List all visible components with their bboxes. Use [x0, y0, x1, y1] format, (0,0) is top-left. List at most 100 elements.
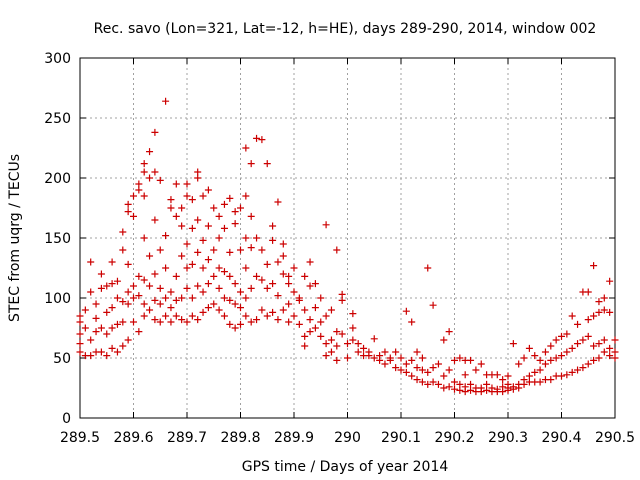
data-point	[183, 264, 191, 272]
data-point	[301, 332, 309, 340]
data-point	[97, 324, 105, 332]
data-point	[140, 234, 148, 242]
data-point	[204, 304, 212, 312]
data-point	[386, 354, 394, 362]
data-point	[424, 264, 432, 272]
data-point	[81, 324, 89, 332]
y-tick-label: 150	[44, 231, 71, 247]
data-point	[97, 284, 105, 292]
x-axis-label: GPS time / Days of year 2014	[242, 459, 449, 475]
data-point	[108, 304, 116, 312]
data-point	[253, 234, 261, 242]
data-point	[392, 364, 400, 372]
data-point	[568, 368, 576, 376]
data-point	[413, 364, 421, 372]
data-point	[156, 300, 164, 308]
data-point	[253, 316, 261, 324]
data-point	[317, 294, 325, 302]
data-point	[258, 306, 266, 314]
data-point	[595, 354, 603, 362]
data-point	[611, 354, 619, 362]
data-point	[167, 318, 175, 326]
data-point	[140, 160, 148, 168]
data-point	[595, 340, 603, 348]
data-point	[456, 380, 464, 388]
data-point	[461, 371, 469, 379]
data-point	[204, 256, 212, 264]
data-point	[226, 194, 234, 202]
data-point	[509, 340, 517, 348]
data-point	[306, 258, 314, 266]
data-point	[162, 294, 170, 302]
data-point	[242, 294, 250, 302]
data-point	[130, 318, 137, 326]
data-point	[568, 344, 576, 352]
data-point	[178, 252, 186, 260]
data-point	[210, 300, 218, 308]
data-point	[183, 180, 191, 188]
data-point	[210, 246, 218, 254]
data-point	[563, 371, 571, 379]
data-point	[253, 134, 261, 142]
data-point	[499, 383, 507, 391]
data-point	[258, 246, 266, 254]
data-point	[493, 385, 501, 393]
data-point	[327, 348, 335, 356]
data-point	[237, 288, 244, 296]
data-point	[349, 310, 357, 318]
data-point	[210, 272, 218, 280]
data-point	[156, 318, 164, 326]
data-point	[301, 342, 309, 350]
data-point	[247, 212, 255, 220]
data-point	[215, 234, 223, 242]
data-point	[103, 330, 111, 338]
data-point	[183, 318, 191, 326]
data-point	[322, 340, 330, 348]
data-point	[183, 240, 191, 248]
data-point	[595, 298, 603, 306]
data-point	[215, 306, 223, 314]
data-point	[606, 308, 614, 316]
y-tick-label: 0	[62, 411, 71, 427]
data-point	[178, 204, 186, 212]
data-point	[258, 276, 266, 284]
data-point	[445, 328, 453, 336]
data-point	[130, 294, 137, 302]
data-point	[558, 352, 565, 360]
data-point	[231, 324, 239, 332]
data-point	[220, 200, 228, 208]
data-point	[541, 348, 549, 356]
data-point	[231, 220, 239, 228]
data-point	[130, 212, 137, 220]
data-point	[231, 280, 239, 288]
data-point	[151, 270, 159, 278]
data-point	[584, 332, 592, 340]
data-point	[461, 383, 469, 391]
data-point	[445, 383, 453, 391]
data-point	[113, 320, 121, 328]
data-point	[220, 312, 228, 320]
data-point	[370, 335, 378, 343]
data-point	[456, 354, 464, 362]
x-tick-label: 290.5	[595, 430, 635, 446]
data-point	[451, 356, 458, 364]
data-point	[103, 352, 111, 360]
data-point	[354, 348, 362, 356]
data-point	[108, 324, 116, 332]
data-point	[242, 192, 250, 200]
data-point	[322, 312, 330, 320]
data-point	[226, 248, 234, 256]
data-point	[434, 360, 442, 368]
data-point	[306, 328, 314, 336]
data-point	[220, 294, 228, 302]
data-point	[172, 180, 180, 188]
data-point	[135, 180, 143, 188]
data-point	[579, 364, 587, 372]
data-points	[76, 97, 619, 396]
data-point	[172, 272, 180, 280]
data-point	[263, 312, 271, 320]
data-point	[611, 336, 619, 344]
data-point	[178, 316, 186, 324]
data-point	[183, 284, 191, 292]
data-point	[194, 316, 202, 324]
